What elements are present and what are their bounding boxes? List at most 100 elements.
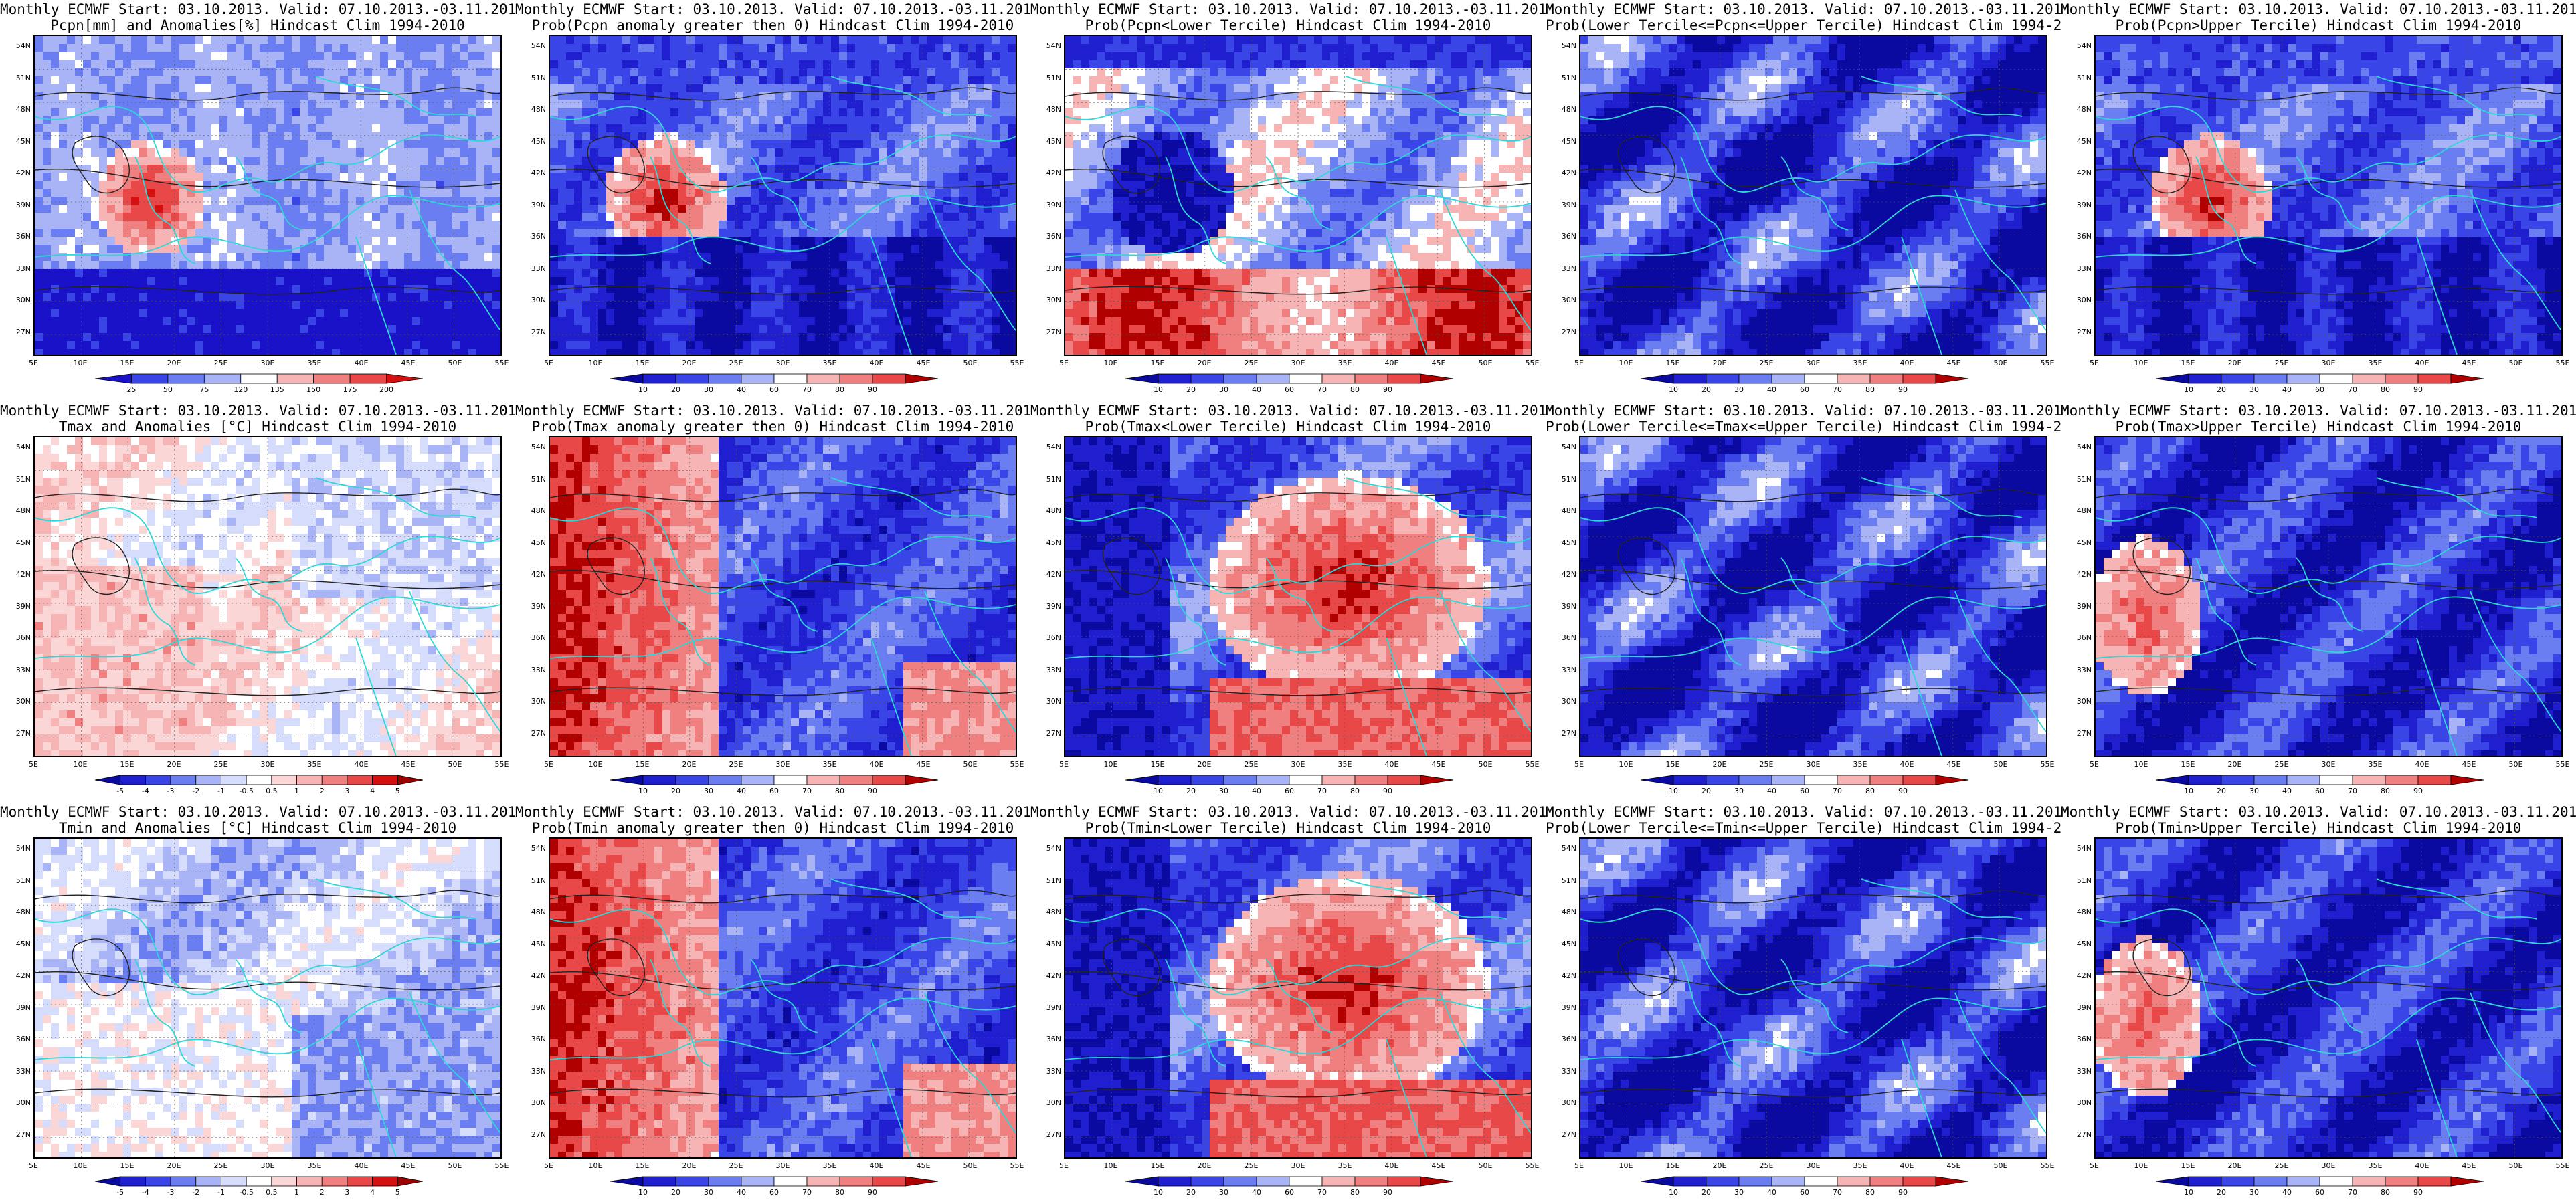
colorbar-label: 0.5 [266,1188,278,1197]
colorbar-label: 90 [868,1188,877,1197]
map-area[interactable] [1579,436,2047,757]
panel-title-line2: Prob(Tmin>Upper Tercile) Hindcast Clim 1… [2061,820,2576,836]
colorbar-label: 20 [1186,385,1196,394]
lon-label: 10E [1619,359,1633,367]
coastline [830,76,992,117]
lat-label: 27N [3,729,31,738]
lat-label: 27N [1548,1130,1576,1139]
lat-label: 51N [518,475,546,484]
colorbar-label: -5 [116,1188,124,1197]
map-area[interactable] [1064,35,1532,356]
colorbar-segment [2286,1176,2320,1187]
coastline [315,76,477,117]
coastline [2470,591,2561,732]
coastline [1065,596,1531,659]
map-area[interactable] [2094,436,2563,757]
coastline [2416,637,2458,756]
map-panel: Monthly ECMWF Start: 03.10.2013. Valid: … [2061,401,2576,803]
lon-label: 25E [1760,359,1774,367]
map-field [1580,437,2046,756]
map-area[interactable] [549,35,1017,356]
coastline [409,992,500,1134]
lat-label: 45N [1548,538,1576,547]
colorbar-segment [708,775,742,785]
lat-label: 51N [518,876,546,885]
map-area[interactable] [2094,35,2563,356]
map-panel: Monthly ECMWF Start: 03.10.2013. Valid: … [515,0,1030,401]
lon-label: 10E [1104,760,1118,769]
map-area[interactable] [1064,436,1532,757]
panel-title-line1: Monthly ECMWF Start: 03.10.2013. Valid: … [0,1,515,17]
lat-label: 33N [1548,264,1576,273]
map-area[interactable] [1579,35,2047,356]
lon-label: 15E [1151,359,1165,367]
colorbar-segment [120,775,146,785]
lon-label: 45E [401,359,416,367]
colorbar-label: 40 [2282,787,2292,795]
colorbar-segment [872,373,906,384]
map-area[interactable] [1579,837,2047,1159]
panel-title-line2: Prob(Tmin anomaly greater then 0) Hindca… [515,820,1030,836]
colorbar-label: 60 [1800,1188,1809,1197]
contour-line [1580,87,2046,101]
lat-label: 45N [1548,940,1576,948]
colorbar-label: 70 [1317,1188,1327,1197]
map-area[interactable] [549,837,1017,1159]
colorbar-segment [246,1176,272,1187]
map-area[interactable] [33,436,502,757]
lon-label: 45E [1947,359,1961,367]
colorbar-label: 70 [1833,787,1842,795]
colorbar-label: 80 [1350,385,1360,394]
map-area[interactable] [1064,837,1532,1159]
colorbar-label: 80 [1865,787,1875,795]
colorbar-label: 30 [1219,1188,1228,1197]
lat-label: 51N [3,876,31,885]
colorbar-segment [145,1176,171,1187]
coastline [2096,908,2561,995]
contour-line [550,1088,1016,1098]
map-area[interactable] [2094,837,2563,1159]
coastline [35,908,500,995]
lat-label: 45N [1548,137,1576,146]
lat-label: 48N [1033,506,1061,515]
shaded-field [35,36,500,355]
lon-label: 10E [589,1161,603,1170]
colorbar-segment [372,775,398,785]
lon-label: 50E [963,1161,978,1170]
shaded-field [1580,839,2046,1157]
colorbar-label: 20 [1701,1188,1711,1197]
lon-label: 15E [1666,359,1680,367]
lon-label: 30E [2322,1161,2336,1170]
colorbar-segment [1256,1176,1290,1187]
lon-label: 5E [29,359,38,367]
colorbar-label: 20 [671,385,680,394]
coastline [924,591,1016,732]
colorbar-label: 10 [638,787,648,795]
colorbar-label: 60 [2315,1188,2324,1197]
colorbar-segment [872,775,906,785]
map-area[interactable] [33,35,502,356]
map-area[interactable] [33,837,502,1159]
coastline [1065,195,1531,258]
lon-label: 50E [963,760,978,769]
coastline [409,591,500,732]
lon-label: 5E [1059,760,1069,769]
lat-label: 48N [1033,908,1061,916]
panel-title-line2: Pcpn[mm] and Anomalies[%] Hindcast Clim … [0,17,515,33]
lat-label: 36N [3,633,31,642]
lon-label: 35E [308,1161,322,1170]
lon-label: 45E [2462,760,2476,769]
lat-label: 51N [518,74,546,82]
lon-label: 20E [682,359,697,367]
lat-label: 36N [2063,232,2092,241]
colorbar-label: 150 [306,385,320,394]
colorbar-segment [372,1176,398,1187]
colorbar-label: 20 [671,787,680,795]
coastline [1580,195,2046,258]
colorbar-ramp [94,1176,424,1187]
coastline [650,959,711,1067]
colorbar-segment [806,775,840,785]
map-area[interactable] [549,436,1017,757]
colorbar-segment [1902,1176,1936,1187]
lat-label: 39N [1548,201,1576,209]
